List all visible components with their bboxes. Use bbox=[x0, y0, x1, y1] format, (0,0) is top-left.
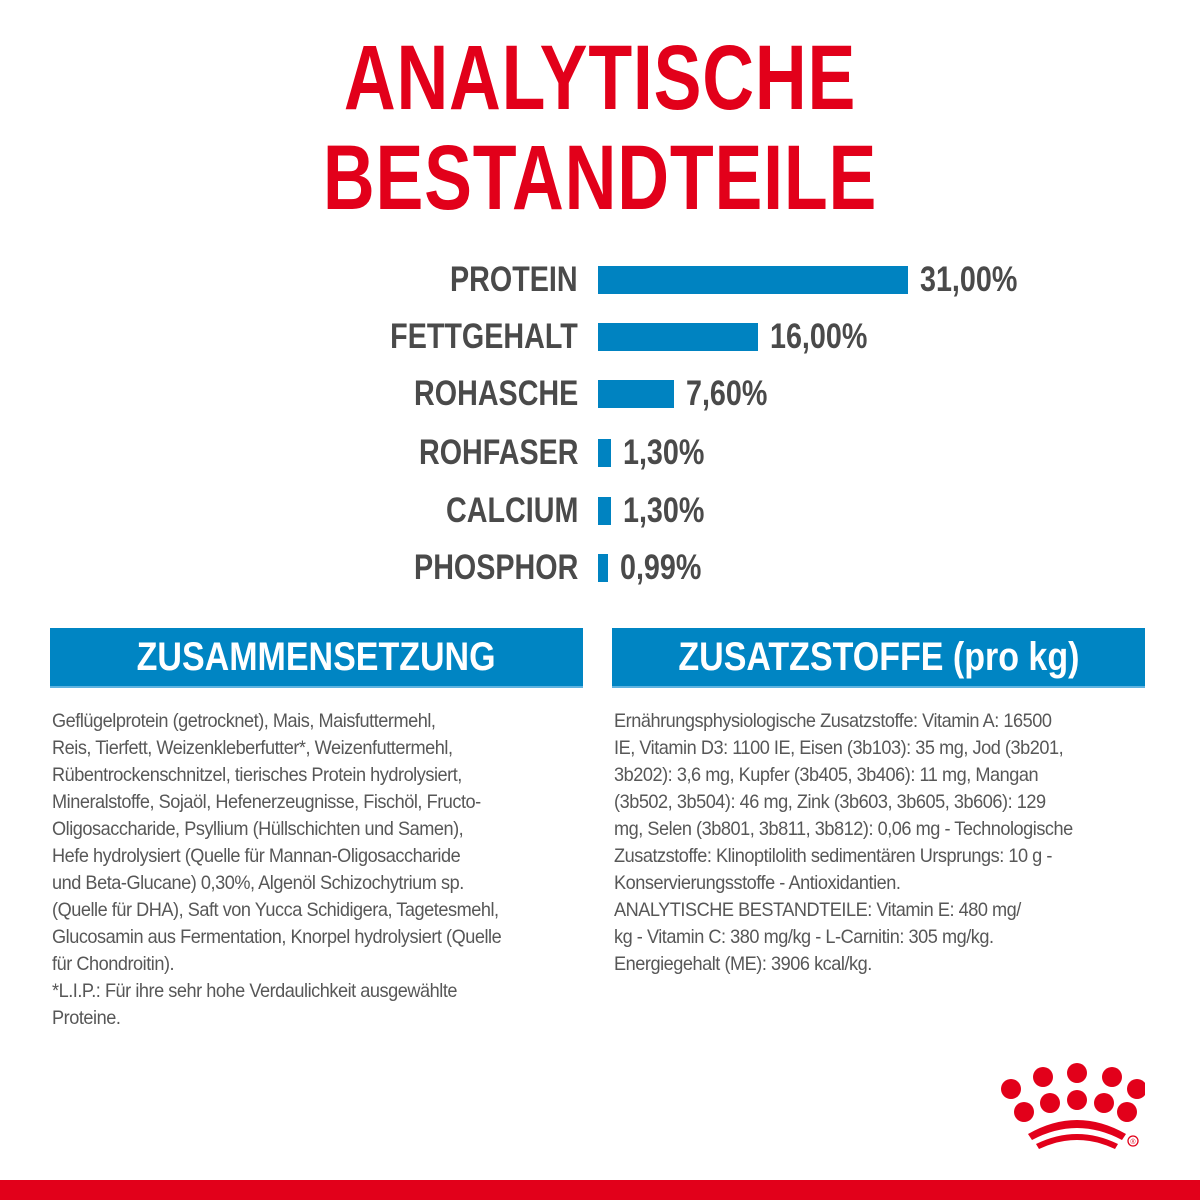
category-label: PHOSPHOR bbox=[413, 548, 578, 587]
text-line: *L.I.P.: Für ihre sehr hohe Verdaulichke… bbox=[52, 980, 458, 1002]
data-label: 16,00% bbox=[770, 317, 868, 356]
text-line: mg, Selen (3b801, 3b811, 3b812): 0,06 mg… bbox=[614, 818, 1073, 840]
category-label: CALCIUM bbox=[445, 491, 578, 530]
text-line: Zusatzstoffe: Klinoptilolith sedimentäre… bbox=[614, 845, 1052, 867]
composition-header: ZUSAMMENSETZUNG bbox=[50, 628, 583, 688]
bar-calcium bbox=[598, 497, 611, 525]
text-line: kg - Vitamin C: 380 mg/kg - L-Carnitin: … bbox=[614, 926, 994, 948]
bar-fettgehalt bbox=[598, 323, 758, 351]
text-line: Glucosamin aus Fermentation, Knorpel hyd… bbox=[52, 926, 502, 948]
text-line: für Chondroitin). bbox=[52, 953, 175, 975]
additives-text: Ernährungsphysiologische Zusatzstoffe: V… bbox=[614, 708, 1107, 978]
category-label: ROHFASER bbox=[418, 433, 578, 472]
chart-row: CALCIUM 1,30% bbox=[0, 491, 1200, 531]
data-label: 1,30% bbox=[623, 491, 705, 530]
text-line: Energiegehalt (ME): 3906 kcal/kg. bbox=[614, 953, 872, 975]
category-label: PROTEIN bbox=[450, 260, 578, 299]
text-line: (3b502, 3b504): 46 mg, Zink (3b603, 3b60… bbox=[614, 791, 1046, 813]
data-label: 1,30% bbox=[623, 433, 705, 472]
chart-row: PHOSPHOR 0,99% bbox=[0, 548, 1200, 588]
chart-row: FETTGEHALT 16,00% bbox=[0, 317, 1200, 357]
text-line: Mineralstoffe, Sojaöl, Hefenerzeugnisse,… bbox=[52, 791, 481, 813]
text-line: 3b202): 3,6 mg, Kupfer (3b405, 3b406): 1… bbox=[614, 764, 1039, 786]
text-line: Oligosaccharide, Psyllium (Hüllschichten… bbox=[52, 818, 464, 840]
chart-row: ROHASCHE 7,60% bbox=[0, 374, 1200, 414]
text-line: IE, Vitamin D3: 1100 IE, Eisen (3b103): … bbox=[614, 737, 1064, 759]
text-line: Hefe hydrolysiert (Quelle für Mannan-Oli… bbox=[52, 845, 461, 867]
chart-row: PROTEIN 31,00% bbox=[0, 260, 1200, 300]
bar-rohfaser bbox=[598, 439, 611, 467]
data-label: 7,60% bbox=[686, 374, 768, 413]
bar-phosphor bbox=[598, 554, 608, 582]
bar-rohasche bbox=[598, 380, 674, 408]
category-label: FETTGEHALT bbox=[390, 317, 578, 356]
text-line: und Beta-Glucane) 0,30%, Algenöl Schizoc… bbox=[52, 872, 464, 894]
text-line: Rübentrockenschnitzel, tierisches Protei… bbox=[52, 764, 462, 786]
text-line: ANALYTISCHE BESTANDTEILE: Vitamin E: 480… bbox=[614, 899, 1021, 921]
additives-header: ZUSATZSTOFFE (pro kg) bbox=[612, 628, 1145, 688]
text-line: Konservierungsstoffe - Antioxidantien. bbox=[614, 872, 901, 894]
chart-row: ROHFASER 1,30% bbox=[0, 433, 1200, 473]
text-line: Geflügelprotein (getrocknet), Mais, Mais… bbox=[52, 710, 436, 732]
page-title: ANALYTISCHE BESTANDTEILE bbox=[322, 27, 878, 229]
text-line: Ernährungsphysiologische Zusatzstoffe: V… bbox=[614, 710, 1052, 732]
data-label: 0,99% bbox=[620, 548, 702, 587]
text-line: Proteine. bbox=[52, 1007, 121, 1029]
data-label: 31,00% bbox=[920, 260, 1018, 299]
text-line: (Quelle für DHA), Saft von Yucca Schidig… bbox=[52, 899, 499, 921]
bar-protein bbox=[598, 266, 908, 294]
royal-canin-crown-icon: ® bbox=[1001, 1063, 1145, 1149]
bottom-brand-strip bbox=[0, 1180, 1200, 1200]
text-line: Reis, Tierfett, Weizenkleberfutter*, Wei… bbox=[52, 737, 453, 759]
category-label: ROHASCHE bbox=[413, 374, 578, 413]
registered-mark: ® bbox=[1130, 1138, 1136, 1146]
nutrient-bar-chart: PROTEIN 31,00% FETTGEHALT 16,00% ROHASCHE 7,6… bbox=[0, 260, 1200, 588]
composition-text: Geflügelprotein (getrocknet), Mais, Mais… bbox=[52, 708, 535, 1032]
